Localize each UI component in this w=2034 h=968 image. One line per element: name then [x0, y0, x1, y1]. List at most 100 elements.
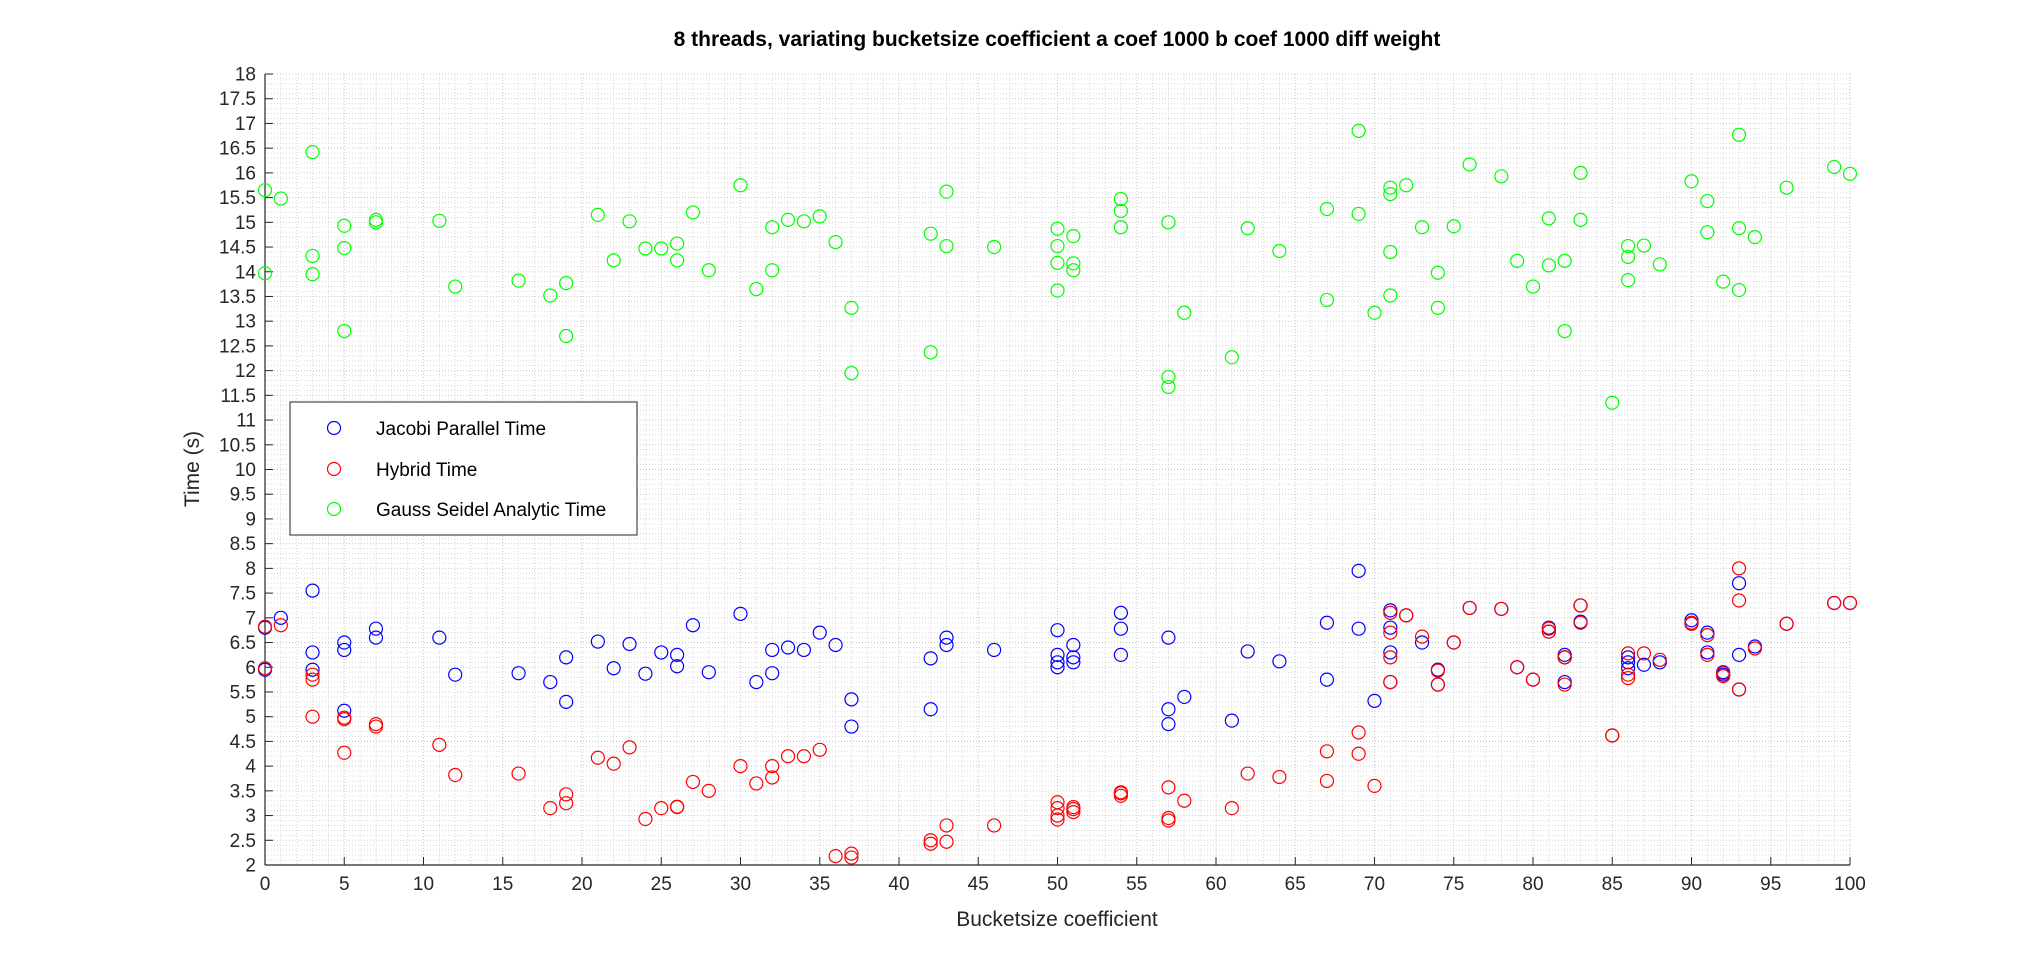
point-gauss-seidel: [337, 240, 352, 256]
point-hybrid: [305, 709, 320, 724]
point-gauss-seidel: [1272, 243, 1287, 259]
point-jacobi: [1731, 647, 1747, 662]
point-hybrid: [1541, 624, 1556, 639]
point-hybrid: [448, 767, 463, 783]
point-gauss-seidel: [1446, 219, 1461, 234]
point-hybrid: [1066, 805, 1081, 820]
x-tick-label: 55: [1126, 874, 1147, 895]
point-gauss-seidel: [432, 213, 447, 228]
y-tick-label: 18: [235, 65, 256, 86]
x-tick-label: 100: [1834, 874, 1866, 895]
point-hybrid: [1066, 802, 1081, 817]
point-gauss-seidel: [1066, 256, 1081, 271]
y-tick-label: 4: [245, 757, 256, 778]
point-hybrid: [1716, 666, 1731, 681]
point-gauss-seidel: [1541, 211, 1556, 226]
point-hybrid: [1430, 677, 1446, 692]
point-hybrid: [1430, 663, 1446, 678]
point-hybrid: [1827, 595, 1842, 611]
point-gauss-seidel: [1494, 169, 1509, 184]
point-gauss-seidel: [257, 183, 273, 198]
y-tick-label: 13: [235, 312, 256, 333]
point-gauss-seidel: [812, 209, 827, 224]
point-jacobi: [669, 647, 685, 662]
point-gauss-seidel: [749, 281, 764, 297]
point-gauss-seidel: [1731, 282, 1747, 298]
point-jacobi: [448, 667, 463, 682]
y-tick-label: 7.5: [230, 584, 256, 605]
point-gauss-seidel: [606, 253, 621, 268]
legend-marker-jacobi: [326, 420, 342, 436]
point-hybrid: [606, 756, 621, 771]
point-jacobi: [701, 665, 716, 680]
point-jacobi: [986, 642, 1002, 658]
point-hybrid: [1383, 650, 1398, 665]
x-tick-labels: 0 5 10 15 20 25 30 35 40 45 50 55 60 65 70 75 80 85 90 95 10…: [260, 874, 1866, 895]
point-hybrid: [1446, 635, 1461, 650]
point-hybrid: [828, 849, 843, 864]
x-tick-label: 85: [1602, 874, 1623, 895]
point-hybrid: [1747, 641, 1763, 656]
point-gauss-seidel: [1050, 255, 1065, 270]
point-jacobi: [654, 645, 669, 660]
point-hybrid: [1573, 615, 1588, 630]
point-jacobi: [622, 636, 637, 652]
point-gauss-seidel: [1050, 283, 1065, 298]
point-hybrid: [257, 661, 273, 676]
point-hybrid: [1399, 608, 1414, 623]
point-hybrid: [337, 712, 352, 727]
x-tick-label: 70: [1364, 874, 1385, 895]
point-gauss-seidel: [765, 263, 780, 278]
y-tick-label: 14: [235, 262, 257, 283]
point-gauss-seidel: [305, 145, 320, 160]
point-jacobi: [1050, 647, 1065, 662]
point-jacobi: [337, 703, 352, 718]
point-jacobi: [780, 640, 796, 655]
point-gauss-seidel: [1731, 127, 1747, 142]
point-jacobi: [511, 666, 526, 681]
point-hybrid: [1272, 769, 1287, 785]
x-tick-label: 45: [968, 874, 989, 895]
point-gauss-seidel: [669, 236, 685, 251]
legend-marker-gauss-seidel: [326, 501, 342, 517]
point-hybrid: [622, 740, 637, 755]
point-gauss-seidel: [1605, 395, 1620, 410]
point-hybrid: [337, 745, 352, 760]
point-hybrid: [1383, 605, 1398, 620]
point-jacobi: [1319, 672, 1335, 687]
point-jacobi: [337, 635, 352, 650]
point-hybrid: [1351, 746, 1366, 761]
point-gauss-seidel: [1399, 178, 1414, 193]
y-tick-label: 3: [245, 806, 256, 827]
x-tick-label: 5: [339, 874, 350, 895]
x-tick-label: 20: [571, 874, 592, 895]
point-gauss-seidel: [986, 239, 1002, 255]
legend-label-jacobi: Jacobi Parallel Time: [376, 419, 546, 440]
y-tick-label: 5: [245, 707, 256, 728]
legend-box: [289, 401, 638, 536]
point-gauss-seidel: [1573, 165, 1588, 180]
point-hybrid: [986, 818, 1002, 833]
point-gauss-seidel: [1383, 180, 1398, 195]
legend-label-hybrid: Hybrid Time: [376, 460, 477, 481]
y-tick-label: 16: [235, 163, 256, 184]
y-tick-label: 10: [235, 460, 256, 481]
point-gauss-seidel: [1177, 305, 1192, 320]
point-jacobi: [368, 621, 384, 636]
point-hybrid: [1605, 728, 1620, 743]
point-gauss-seidel: [1161, 379, 1176, 395]
point-gauss-seidel: [1161, 215, 1176, 230]
point-gauss-seidel: [337, 218, 352, 233]
y-tick-label: 2.5: [230, 831, 256, 852]
y-tick-label: 6: [245, 658, 256, 679]
point-hybrid: [939, 818, 954, 833]
x-tick-label: 25: [651, 874, 672, 895]
point-jacobi: [765, 642, 780, 658]
point-gauss-seidel: [1050, 221, 1065, 236]
point-hybrid: [1636, 646, 1652, 661]
point-jacobi: [1620, 661, 1636, 676]
y-axis-label: Time (s): [181, 431, 204, 507]
point-jacobi: [1636, 657, 1652, 672]
point-hybrid: [1716, 669, 1731, 684]
x-tick-label: 90: [1681, 874, 1702, 895]
